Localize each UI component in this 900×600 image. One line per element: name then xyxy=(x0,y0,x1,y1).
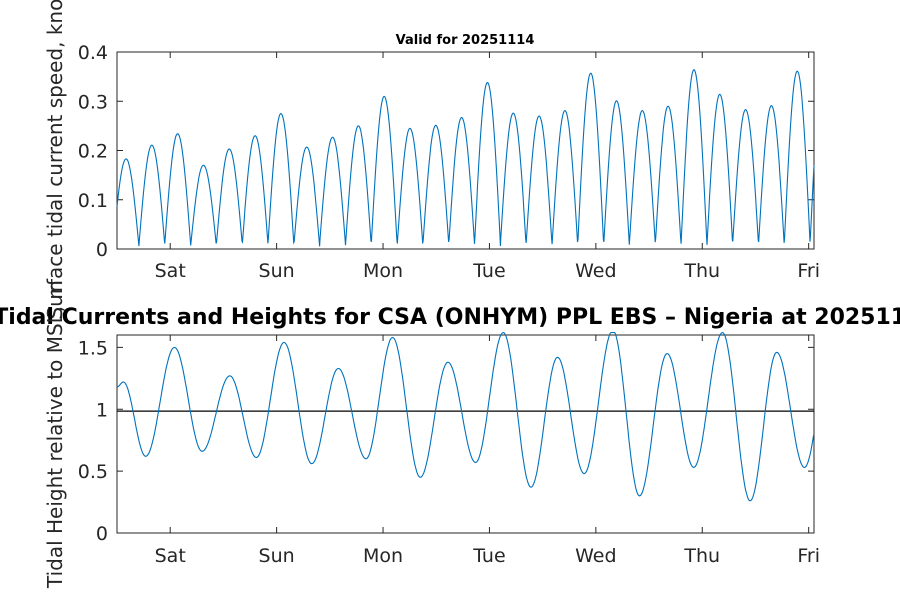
x-tick-label: Tue xyxy=(472,260,505,282)
x-tick-label: Sat xyxy=(155,260,186,282)
current-x-ticks: Sat Sun Mon Tue Wed Thu Fri xyxy=(155,52,820,282)
height-y-ticks: 0 0.5 1 1.5 xyxy=(78,337,814,545)
x-tick-label: Wed xyxy=(575,545,616,567)
main-title: Tidal Currents and Heights for CSA (ONHY… xyxy=(0,305,900,330)
current-axes-frame xyxy=(116,51,815,250)
x-tick-label: Sun xyxy=(259,260,295,282)
x-tick-label: Fri xyxy=(797,260,820,282)
x-tick-label: Thu xyxy=(683,260,720,282)
x-tick-label: Mon xyxy=(363,545,403,567)
x-tick-label: Mon xyxy=(363,260,403,282)
x-tick-label: Tue xyxy=(472,545,505,567)
y-tick-label: 1 xyxy=(96,399,108,421)
y-tick-label: 0.3 xyxy=(78,91,108,113)
y-tick-label: 0.5 xyxy=(78,461,108,483)
tidal-height-chart: Tidal Currents and Heights for CSA (ONHY… xyxy=(0,280,900,589)
y-tick-label: 0 xyxy=(96,239,108,261)
current-y-axis-label: Surface tidal current speed, knots xyxy=(43,0,67,320)
x-tick-label: Fri xyxy=(797,545,820,567)
y-tick-label: 0.4 xyxy=(78,42,108,64)
x-tick-label: Thu xyxy=(683,545,720,567)
tidal-height-series xyxy=(116,331,815,502)
y-tick-label: 0.2 xyxy=(78,141,108,163)
x-tick-label: Wed xyxy=(575,260,616,282)
current-speed-series xyxy=(116,69,815,247)
x-tick-label: Sat xyxy=(155,545,186,567)
current-speed-chart: Valid for 20251114 0 0.1 0.2 0.3 0.4 Sat Sun M… xyxy=(43,0,820,320)
height-y-axis-label: Tidal Height relative to MSL, m xyxy=(43,280,67,589)
y-tick-label: 0.1 xyxy=(78,190,108,212)
x-tick-label: Sun xyxy=(259,545,295,567)
current-chart-title: Valid for 20251114 xyxy=(396,33,535,48)
height-x-ticks: Sat Sun Mon Tue Wed Thu Fri xyxy=(155,335,820,567)
y-tick-label: 0 xyxy=(96,523,108,545)
y-tick-label: 1.5 xyxy=(78,337,108,359)
current-y-ticks: 0 0.1 0.2 0.3 0.4 xyxy=(78,42,814,261)
